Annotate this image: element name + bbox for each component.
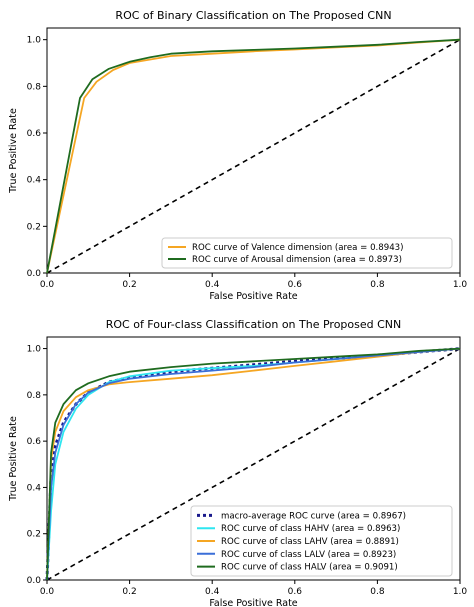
y-tick-label: 0.8	[27, 82, 42, 92]
chance-diagonal-line	[46, 347, 461, 581]
x-tick-label: 1.0	[453, 587, 468, 597]
x-tick-label: 0.0	[40, 280, 55, 290]
plot-frame	[46, 27, 461, 274]
chart-panel-2: ROC of Four-class Classification on The …	[8, 318, 467, 607]
chart-title: ROC of Four-class Classification on The …	[106, 318, 402, 331]
roc-curve-series-3	[46, 347, 461, 581]
legend-entry-label: ROC curve of Valence dimension (area = 0…	[192, 243, 404, 253]
y-axis-label: True Positive Rate	[8, 416, 19, 502]
y-tick-label: 1.0	[27, 36, 42, 46]
roc-curve-series-4	[46, 347, 461, 581]
legend-box	[161, 237, 453, 269]
y-tick-label: 0.2	[27, 222, 41, 232]
y-axis-label: True Positive Rate	[8, 108, 19, 194]
legend-entry-label: ROC curve of class LALV (area = 0.8923)	[221, 550, 396, 560]
y-tick-label: 0.4	[27, 176, 42, 186]
x-tick-label: 0.4	[205, 280, 220, 290]
x-tick-label: 0.6	[288, 280, 303, 290]
legend-entry-label: ROC curve of class HAHV (area = 0.8963)	[221, 524, 400, 534]
x-axis-label: False Positive Rate	[209, 291, 297, 302]
y-tick-label: 0.4	[27, 483, 42, 493]
legend-entry-label: macro-average ROC curve (area = 0.8967)	[221, 511, 406, 521]
roc-curve-series-5	[46, 347, 461, 581]
legend-box	[190, 505, 453, 577]
x-tick-label: 0.6	[288, 587, 303, 597]
y-tick-label: 0.2	[27, 530, 41, 540]
chance-diagonal-line	[46, 38, 461, 274]
chart-title: ROC of Binary Classification on The Prop…	[115, 9, 391, 22]
y-tick-label: 0.0	[27, 576, 42, 586]
x-tick-label: 1.0	[453, 280, 468, 290]
x-tick-label: 0.4	[205, 587, 220, 597]
y-tick-label: 1.0	[27, 345, 42, 355]
legend-entry-label: ROC curve of class HALV (area = 0.9091)	[221, 563, 398, 573]
x-tick-label: 0.8	[370, 280, 385, 290]
y-tick-label: 0.0	[27, 269, 42, 279]
legend: macro-average ROC curve (area = 0.8967) R…	[190, 505, 453, 577]
x-tick-label: 0.0	[40, 587, 55, 597]
chart-panel-1: ROC of Binary Classification on The Prop…	[8, 9, 467, 302]
x-tick-label: 0.2	[122, 280, 136, 290]
y-tick-label: 0.6	[27, 437, 42, 447]
x-tick-label: 0.8	[370, 587, 385, 597]
legend-entry-label: ROC curve of class LAHV (area = 0.8891)	[221, 537, 399, 547]
plot-frame	[46, 336, 461, 581]
legend-entry-label: ROC curve of Arousal dimension (area = 0…	[192, 255, 402, 265]
y-tick-label: 0.8	[27, 391, 42, 401]
roc-curve-series-2	[46, 38, 461, 274]
x-axis-label: False Positive Rate	[209, 598, 297, 607]
legend: ROC curve of Valence dimension (area = 0…	[161, 237, 453, 269]
x-tick-label: 0.2	[122, 587, 136, 597]
y-tick-label: 0.6	[27, 129, 42, 139]
